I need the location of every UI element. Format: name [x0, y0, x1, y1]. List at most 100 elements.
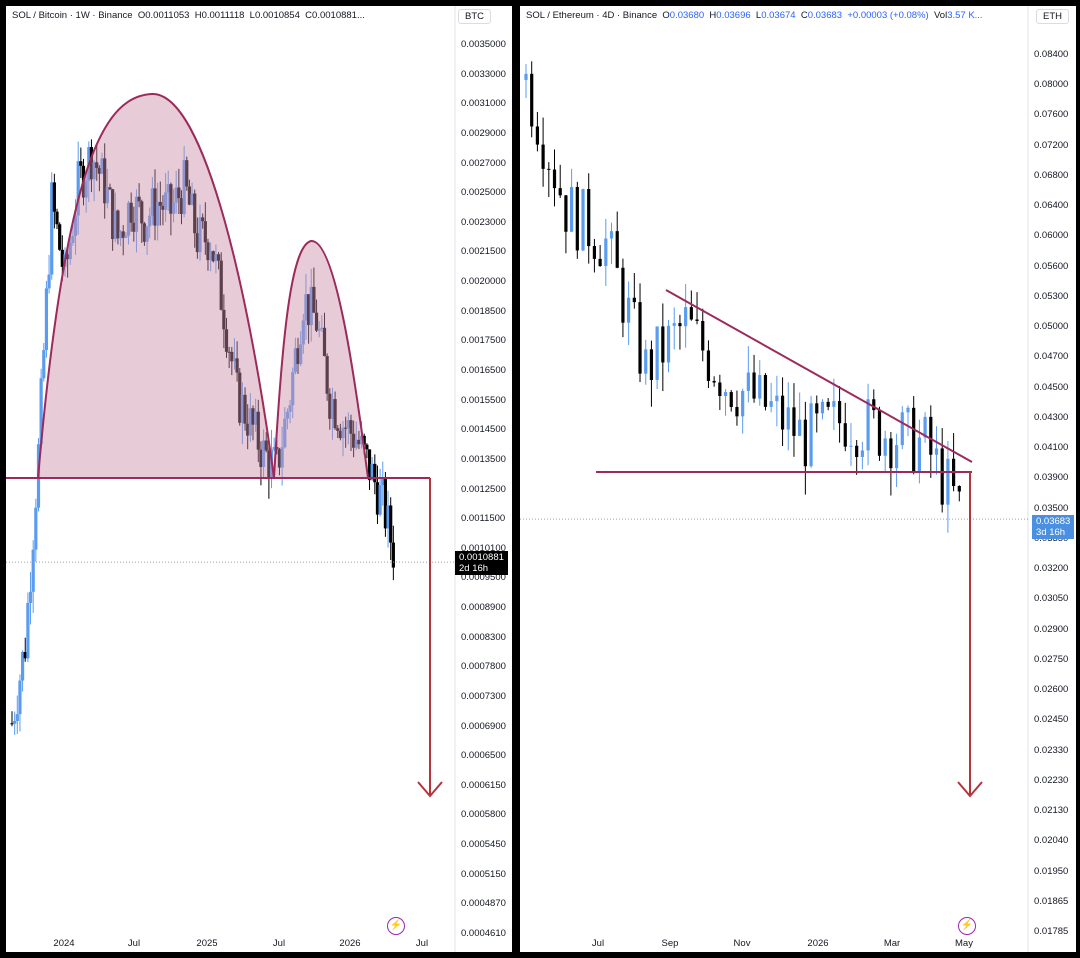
sol-btc-chart-svg[interactable]: [6, 6, 512, 952]
currency-unit-button[interactable]: ETH: [1036, 9, 1069, 24]
x-tick-label: Jul: [272, 938, 286, 949]
last-price-value: 0.0010881: [459, 552, 504, 563]
y-tick-label: 0.0008300: [461, 631, 506, 643]
volume-label: Vol: [933, 10, 948, 21]
candle-body: [373, 463, 377, 483]
candle-body: [193, 193, 197, 234]
x-tick-label: 2024: [53, 938, 75, 949]
y-tick-label: 0.0006900: [461, 720, 506, 732]
right-dome-pattern: [272, 239, 370, 479]
candle-body: [299, 344, 303, 364]
y-tick-label: 0.05300: [1034, 290, 1069, 302]
y-tick-label: 0.03050: [1034, 593, 1069, 605]
candle-body: [108, 187, 112, 190]
currency-unit-button[interactable]: BTC: [458, 9, 491, 24]
candle-body: [13, 720, 17, 724]
candle-body: [661, 326, 665, 363]
candle-body: [55, 211, 59, 225]
candle-body: [182, 160, 186, 215]
y-tick-label: 0.0010100: [461, 542, 506, 554]
candle-body: [44, 288, 49, 351]
lightning-icon[interactable]: ⚡: [958, 917, 976, 935]
candle-body: [735, 407, 739, 417]
x-tick-label: 2026: [339, 938, 361, 949]
candle-body: [103, 158, 107, 204]
y-tick-label: 0.0021500: [461, 246, 506, 258]
candle-body: [362, 435, 366, 445]
lightning-icon[interactable]: ⚡: [387, 917, 405, 935]
candle-body: [148, 215, 152, 227]
candle-body: [541, 144, 545, 169]
candle-body: [524, 73, 528, 80]
y-tick-label: 0.0035000: [461, 39, 506, 50]
sol-eth-chart-svg[interactable]: [520, 6, 1076, 952]
y-tick-label: 0.02130: [1034, 805, 1069, 817]
candle-body: [792, 407, 796, 436]
y-tick-label: 0.01785: [1034, 926, 1069, 937]
y-tick-label: 0.08000: [1034, 79, 1069, 91]
y-tick-label: 0.0018500: [461, 305, 506, 317]
candle-body: [140, 201, 144, 224]
close-label: C: [305, 10, 313, 21]
x-tick-label: Jul: [415, 938, 429, 949]
candle-body: [357, 439, 361, 445]
y-tick-label: 0.02600: [1034, 684, 1069, 696]
candle-body: [259, 449, 263, 468]
candle-body: [341, 427, 345, 439]
open-label: O: [662, 10, 670, 21]
high-label: H: [194, 10, 202, 21]
candle-body: [113, 210, 117, 240]
candle-body: [832, 401, 836, 407]
sol-eth-chart-panel[interactable]: SOL / Ethereum · 4D · Binance O0.03680 H…: [520, 6, 1076, 952]
candle-body: [678, 323, 682, 327]
candle-body: [333, 399, 337, 429]
close-value: 0.0010881...: [312, 10, 365, 21]
candle-body: [230, 351, 234, 362]
candle-body: [322, 327, 327, 357]
y-tick-label: 0.0033000: [461, 68, 506, 80]
candle-body: [124, 235, 128, 238]
candle-body: [837, 401, 842, 424]
candle-body: [923, 416, 927, 438]
candle-body: [227, 351, 231, 353]
y-tick-label: 0.03200: [1034, 563, 1069, 575]
candle-body: [929, 416, 933, 455]
y-tick-label: 0.0016500: [461, 364, 506, 376]
candle-body: [39, 378, 43, 445]
y-tick-label: 0.06800: [1034, 169, 1069, 181]
candle-body: [293, 348, 297, 373]
candle-body: [712, 380, 716, 383]
candle-body: [304, 294, 308, 321]
candle-body: [598, 258, 602, 266]
y-tick-label: 0.0031000: [461, 98, 506, 110]
candle-body: [701, 321, 705, 351]
sol-btc-chart-panel[interactable]: SOL / Bitcoin · 1W · Binance O0.0011053 …: [6, 6, 512, 952]
candle-body: [15, 714, 19, 721]
candle-body: [564, 195, 568, 232]
candle-body: [535, 126, 540, 145]
candle-body: [95, 162, 99, 168]
last-price-tag: 0.0010881 2d 16h: [455, 551, 508, 575]
candle-body: [28, 591, 33, 603]
symbol-label: SOL / Bitcoin · 1W · Binance: [12, 10, 133, 21]
high-value: 0.03696: [716, 10, 751, 21]
candle-body: [174, 187, 178, 203]
candle-body: [111, 189, 115, 240]
x-tick-label: 2026: [807, 938, 829, 949]
candle-body: [615, 231, 619, 268]
candle-body: [76, 161, 80, 216]
y-tick-label: 0.0011500: [461, 513, 506, 525]
y-tick-label: 0.0015500: [461, 394, 506, 406]
candle-body: [216, 254, 221, 261]
candle-body: [530, 73, 534, 127]
candle-body: [894, 445, 899, 469]
candle-body: [946, 458, 950, 505]
candle-body: [621, 267, 625, 323]
candle-body: [132, 222, 136, 232]
candle-body: [291, 372, 295, 406]
candle-body: [307, 294, 311, 326]
candle-body: [156, 201, 160, 226]
candle-body: [849, 445, 853, 447]
candle-body: [312, 286, 316, 313]
y-tick-label: 0.0007300: [461, 690, 506, 702]
